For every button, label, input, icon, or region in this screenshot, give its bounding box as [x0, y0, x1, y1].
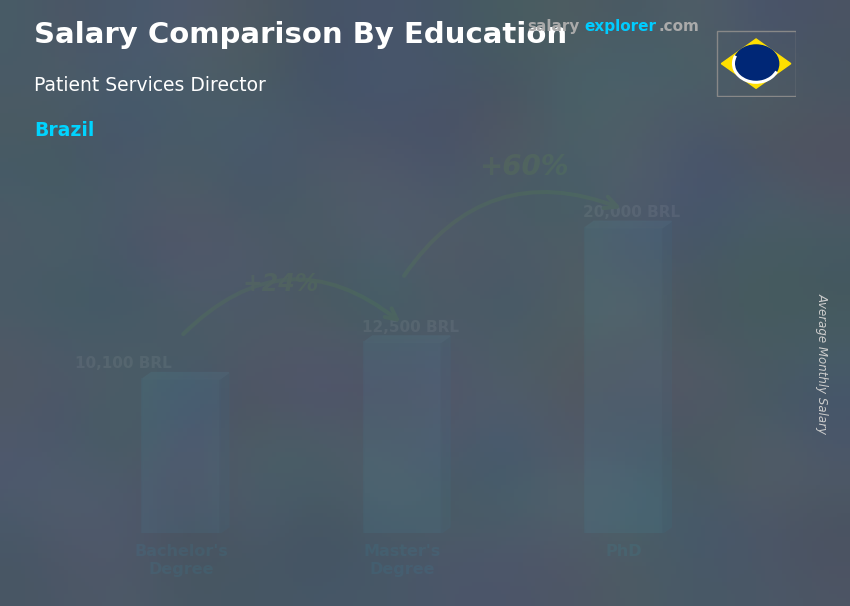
- Polygon shape: [220, 373, 229, 533]
- Text: .com: .com: [659, 19, 700, 35]
- Text: Brazil: Brazil: [34, 121, 94, 140]
- Polygon shape: [143, 373, 229, 379]
- Polygon shape: [722, 39, 790, 88]
- Polygon shape: [143, 379, 220, 533]
- Text: Salary Comparison By Education: Salary Comparison By Education: [34, 21, 567, 49]
- Circle shape: [734, 45, 779, 82]
- Polygon shape: [441, 336, 450, 533]
- Text: 12,500 BRL: 12,500 BRL: [362, 319, 459, 335]
- Text: explorer: explorer: [585, 19, 657, 35]
- Text: +60%: +60%: [479, 153, 569, 181]
- Polygon shape: [364, 342, 441, 533]
- Text: Patient Services Director: Patient Services Director: [34, 76, 266, 95]
- Polygon shape: [585, 221, 672, 228]
- Text: 20,000 BRL: 20,000 BRL: [583, 205, 680, 220]
- Polygon shape: [585, 228, 662, 533]
- Text: salary: salary: [527, 19, 580, 35]
- Text: +24%: +24%: [242, 272, 319, 296]
- Polygon shape: [662, 221, 672, 533]
- Text: Average Monthly Salary: Average Monthly Salary: [816, 293, 829, 434]
- Polygon shape: [364, 336, 450, 342]
- Text: 10,100 BRL: 10,100 BRL: [75, 356, 172, 371]
